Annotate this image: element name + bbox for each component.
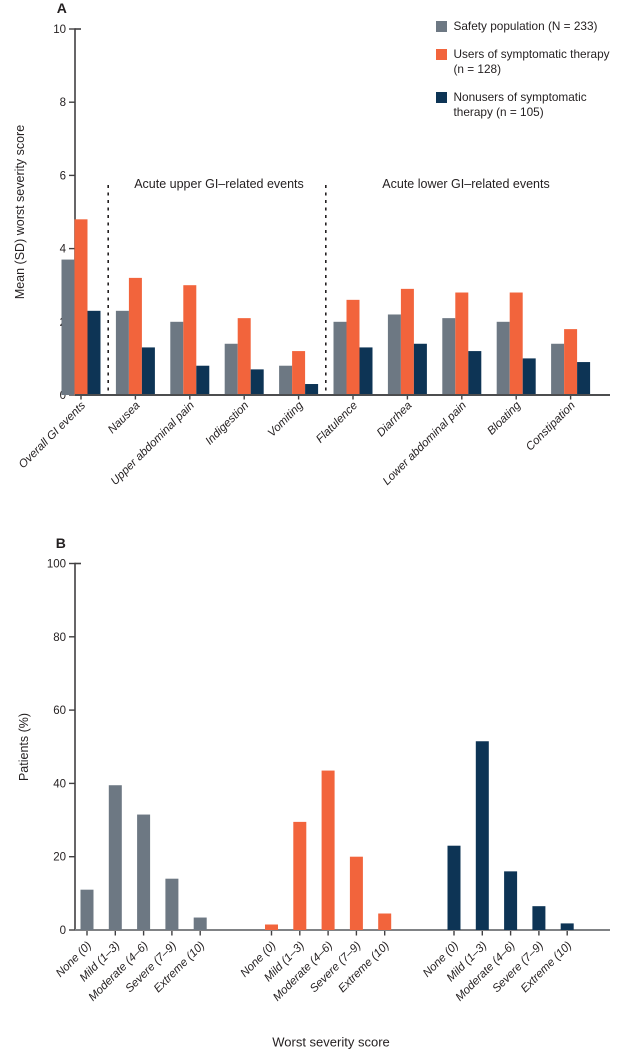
panel-a-bar-nonusers: [359, 347, 373, 395]
panel-b-bar-users: [378, 913, 392, 930]
panel-b-label: B: [55, 535, 67, 551]
legend-label-nonusers-line2: therapy (n = 105): [453, 105, 544, 119]
panel-a-y-axis-title: Mean (SD) worst severity score: [13, 124, 27, 300]
panel-a-label: A: [56, 0, 68, 16]
panel-b-category-label: Extreme (10): [152, 940, 208, 996]
legend-item-safety-population: Safety population (N = 233): [436, 19, 610, 34]
legend-label-nonusers-line1: Nonusers of symptomatic: [453, 90, 587, 104]
panel-a-category-label: Nausea: [106, 400, 143, 437]
panel-a-bar-users: [74, 219, 88, 395]
panel-b-category-label: Extreme (10): [519, 940, 575, 996]
panel-a-bar-safety: [551, 343, 565, 395]
legend-label-users-line2: (n = 128): [453, 62, 502, 76]
panel-a-bar-users: [509, 292, 523, 395]
panel-a-bar-nonusers: [196, 365, 210, 395]
panel-b-bar-nonusers: [475, 741, 489, 930]
panel-a-bar-users: [183, 285, 197, 395]
legend-item-nonusers: Nonusers of symptomatic therapy (n = 105…: [436, 90, 610, 120]
panel-a-bar-safety: [387, 314, 401, 395]
panel-a-bar-nonusers: [305, 384, 319, 395]
panel-b-y-tick-label: 40: [53, 778, 66, 790]
panel-b-bar-safety: [165, 878, 179, 930]
panel-a-bar-safety: [279, 365, 293, 395]
panel-b-y-tick-label: 100: [47, 559, 66, 571]
panel-a-bar-safety: [224, 343, 238, 395]
panel-a-bar-safety: [115, 310, 129, 395]
legend-swatch-users: [436, 49, 447, 60]
panel-a-bar-users: [237, 318, 251, 395]
panel-a-category-label: Overall GI events: [17, 399, 88, 470]
panel-b-y-tick-label: 0: [60, 925, 66, 937]
section-title-lower-gi: Acute lower GI–related events: [382, 177, 550, 191]
legend-label-safety-population: Safety population (N = 233): [453, 19, 598, 33]
panel-b-y-tick-label: 20: [53, 852, 66, 864]
panel-a-bar-users: [128, 277, 142, 395]
panel-a-y-tick-label: 8: [60, 97, 66, 109]
panel-a-category-label: Constipation: [524, 400, 578, 454]
legend-item-users: Users of symptomatic therapy (n = 128): [436, 47, 610, 77]
panel-a-y-tick-label: 10: [53, 24, 66, 36]
panel-b-y-axis-title: Patients (%): [17, 712, 31, 782]
panel-b-bar-safety: [137, 814, 151, 930]
legend-label-users-line1: Users of symptomatic therapy: [453, 47, 610, 61]
panel-a-bar-nonusers: [250, 369, 264, 395]
panel-b-bar-nonusers: [560, 923, 574, 930]
panel-b-bar-users: [265, 924, 278, 930]
panel-a-bar-users: [564, 329, 578, 395]
panel-a-bar-nonusers: [577, 362, 591, 395]
panel-a-bar-users: [292, 351, 306, 395]
panel-a-category-label: Flatulence: [314, 400, 360, 446]
panel-b-x-axis-title: Worst severity score: [272, 1034, 390, 1050]
panel-a-bar-nonusers: [522, 358, 536, 395]
panel-a-bar-users: [455, 292, 469, 395]
panel-a-category-label: Vomiting: [266, 399, 306, 439]
panel-a-bar-users: [400, 288, 414, 395]
panel-a-bar-users: [346, 299, 360, 395]
panel-b-bar-nonusers: [504, 871, 518, 930]
panel-a-y-tick-label: 4: [60, 244, 67, 256]
legend-swatch-safety-population: [436, 21, 447, 32]
panel-a-bar-safety: [496, 321, 510, 395]
panel-a-category-label: Bloating: [485, 399, 523, 437]
panel-a-category-label: Diarrhea: [375, 400, 415, 440]
panel-b-bar-safety: [193, 917, 207, 930]
panel-a-bar-nonusers: [141, 347, 155, 395]
panel-b-bar-users: [349, 856, 363, 930]
panel-b-bar-safety: [108, 785, 122, 930]
panel-a-bar-safety: [333, 321, 347, 395]
panel-b-bar-nonusers: [447, 845, 461, 930]
panel-b-bar-safety: [80, 889, 94, 930]
panel-b-bar-users: [321, 770, 335, 930]
panel-b-bar-users: [293, 821, 307, 930]
panel-a-bar-safety: [442, 318, 456, 395]
panel-a-bar-nonusers: [87, 310, 101, 395]
legend: Safety population (N = 233) Users of sym…: [436, 19, 610, 133]
panel-a-bar-nonusers: [413, 343, 427, 395]
legend-swatch-nonusers: [436, 92, 447, 103]
panel-b-y-tick-label: 60: [53, 705, 66, 717]
panel-a-bar-nonusers: [468, 351, 482, 395]
panel-b-category-label: Extreme (10): [336, 940, 392, 996]
panel-a-y-tick-label: 0: [60, 390, 66, 402]
panel-a-bar-safety: [61, 259, 75, 395]
panel-b-bar-nonusers: [532, 906, 546, 930]
panel-b-y-tick-label: 80: [53, 632, 66, 644]
panel-a-y-tick-label: 6: [60, 170, 66, 182]
panel-a-bar-safety: [170, 321, 184, 395]
section-title-upper-gi: Acute upper GI–related events: [134, 177, 304, 191]
panel-a-category-label: Indigestion: [204, 400, 252, 448]
